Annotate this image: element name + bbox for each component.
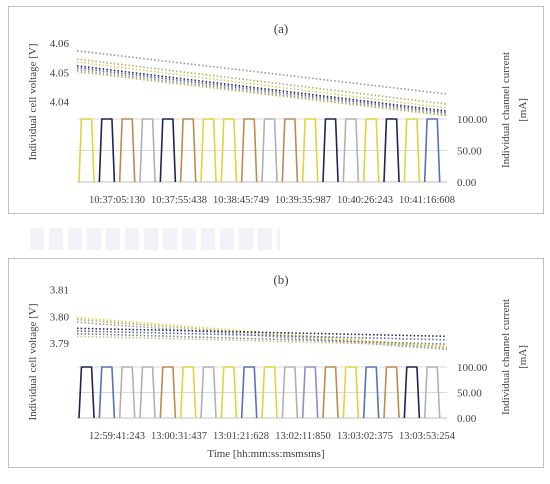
faded-caption-strip	[30, 228, 280, 250]
chart-b-current-pulse-6	[200, 366, 217, 419]
chart-a-voltage-tick-0: 4.06	[50, 38, 70, 50]
chart-a-current-tick-2: 0.00	[457, 177, 477, 189]
chart-b-current-pulse-11	[301, 366, 319, 419]
chart-b-current-pulse-16	[403, 366, 421, 419]
chart-a-svg: (a) Individual cell voltage [V] Individual…	[27, 21, 529, 206]
chart-b-x-tick-5: 13:03:53:254	[399, 431, 456, 442]
chart-b-current-pulse-3	[139, 366, 156, 419]
chart-b-current-pulse-5	[179, 366, 197, 419]
chart-a-current-pulse-17	[423, 118, 441, 183]
chart-a-voltage-series-0	[76, 50, 448, 95]
chart-a-voltage-series-1	[76, 58, 448, 105]
chart-b-current-pulse-4	[159, 366, 177, 419]
chart-a-current-pulse-15	[383, 118, 400, 183]
chart-a-y2label-line1: Individual channel current	[500, 52, 512, 168]
chart-a-x-tick-0: 10:37:05:130	[89, 195, 145, 206]
chart-b-current-pulse-9	[261, 366, 278, 419]
chart-b-voltage-series-1	[76, 318, 448, 350]
chart-b-voltage-tick-2: 3.79	[50, 338, 70, 350]
chart-a-current-pulse-16	[403, 118, 421, 183]
chart-b-current-pulse-1	[98, 366, 116, 419]
chart-b-x-tick-2: 13:01:21:628	[213, 431, 269, 442]
chart-b-svg: (b) Individual cell voltage [V] Individual…	[27, 272, 529, 460]
chart-a-current-pulse-10	[281, 118, 299, 183]
chart-a-current-pulse-5	[179, 118, 197, 183]
chart-a-voltage-tick-2: 4.04	[50, 97, 70, 109]
chart-b-x-tick-1: 13:00:31:437	[151, 431, 207, 442]
chart-a-title: (a)	[274, 21, 288, 36]
chart-b-x-tick-0: 12:59:41:243	[89, 431, 145, 442]
chart-b-current-pulse-2	[118, 366, 136, 419]
chart-b-current-pulse-7	[220, 366, 238, 419]
chart-b-current-pulse-0	[78, 366, 95, 419]
chart-a-current-pulse-0	[78, 118, 95, 183]
chart-a-current-pulse-14	[362, 118, 380, 183]
chart-a-ylabel: Individual cell voltage [V]	[27, 44, 39, 161]
chart-b-current-pulse-13	[342, 366, 360, 419]
chart-a-x-tick-1: 10:37:55:438	[151, 195, 207, 206]
chart-b-title: (b)	[273, 272, 288, 287]
chart-b-voltage-series-6	[76, 335, 448, 347]
chart-b-voltage-series-5	[76, 332, 448, 345]
chart-b-current-pulse-12	[322, 366, 339, 419]
chart-b-current-pulse-17	[423, 366, 441, 419]
chart-b-x-tick-4: 13:03:02:375	[337, 431, 393, 442]
chart-b-voltage-series-3	[76, 327, 448, 338]
chart-a-current-pulse-1	[98, 118, 116, 183]
chart-a-voltage-tick-1: 4.05	[50, 67, 70, 79]
chart-a-voltage-series-3	[76, 65, 448, 112]
chart-a-current-tick-1: 50.00	[457, 146, 482, 158]
chart-b-current-pulse-15	[383, 366, 400, 419]
chart-a-current-pulse-3	[139, 118, 156, 183]
chart-a-voltage-series-2	[76, 61, 448, 109]
chart-b-voltage-series-4	[76, 330, 448, 341]
chart-a-current-pulse-6	[200, 118, 217, 183]
chart-a-current-pulse-4	[159, 118, 177, 183]
chart-a-current-pulse-7	[220, 118, 238, 183]
chart-b-y2label-line2: [mA]	[517, 345, 529, 369]
chart-b-current-tick-0: 100.00	[457, 362, 488, 374]
chart-a-current-pulse-11	[301, 118, 319, 183]
chart-panel-b: (b) Individual cell voltage [V] Individual…	[8, 258, 544, 468]
chart-b-current-tick-1: 50.00	[457, 388, 482, 400]
chart-a-current-pulse-2	[118, 118, 136, 183]
chart-a-current-tick-0: 100.00	[457, 114, 488, 126]
chart-a-voltage-series-4	[76, 67, 448, 114]
chart-a-voltage-series-5	[76, 69, 448, 116]
chart-b-y2label-line1: Individual channel current	[500, 299, 512, 415]
chart-b-voltage-tick-0: 3.81	[50, 285, 69, 297]
chart-b-current-pulse-14	[362, 366, 380, 419]
chart-a-current-pulse-13	[342, 118, 360, 183]
chart-b-current-tick-2: 0.00	[457, 413, 477, 425]
chart-a-current-pulse-9	[261, 118, 278, 183]
chart-b-voltage-tick-1: 3.80	[50, 311, 70, 323]
chart-b-xlabel: Time [hh:mm:ss:msmsms]	[207, 448, 324, 460]
chart-a-x-tick-5: 10:41:16:608	[399, 195, 455, 206]
chart-a-voltage-series-6	[76, 70, 448, 117]
chart-b-x-tick-3: 13:02:11:850	[275, 431, 331, 442]
chart-a-x-tick-3: 10:39:35:987	[275, 195, 331, 206]
chart-a-current-pulse-8	[240, 118, 258, 183]
chart-a-current-pulse-12	[322, 118, 339, 183]
chart-b-current-pulse-10	[281, 366, 299, 419]
chart-a-x-tick-2: 10:38:45:749	[213, 195, 269, 206]
chart-a-x-tick-4: 10:40:26:243	[337, 195, 393, 206]
chart-b-current-pulse-8	[240, 366, 258, 419]
chart-panel-a: (a) Individual cell voltage [V] Individual…	[8, 6, 544, 214]
chart-b-ylabel: Individual cell voltage [V]	[27, 304, 39, 421]
chart-a-y2label-line2: [mA]	[517, 98, 529, 122]
